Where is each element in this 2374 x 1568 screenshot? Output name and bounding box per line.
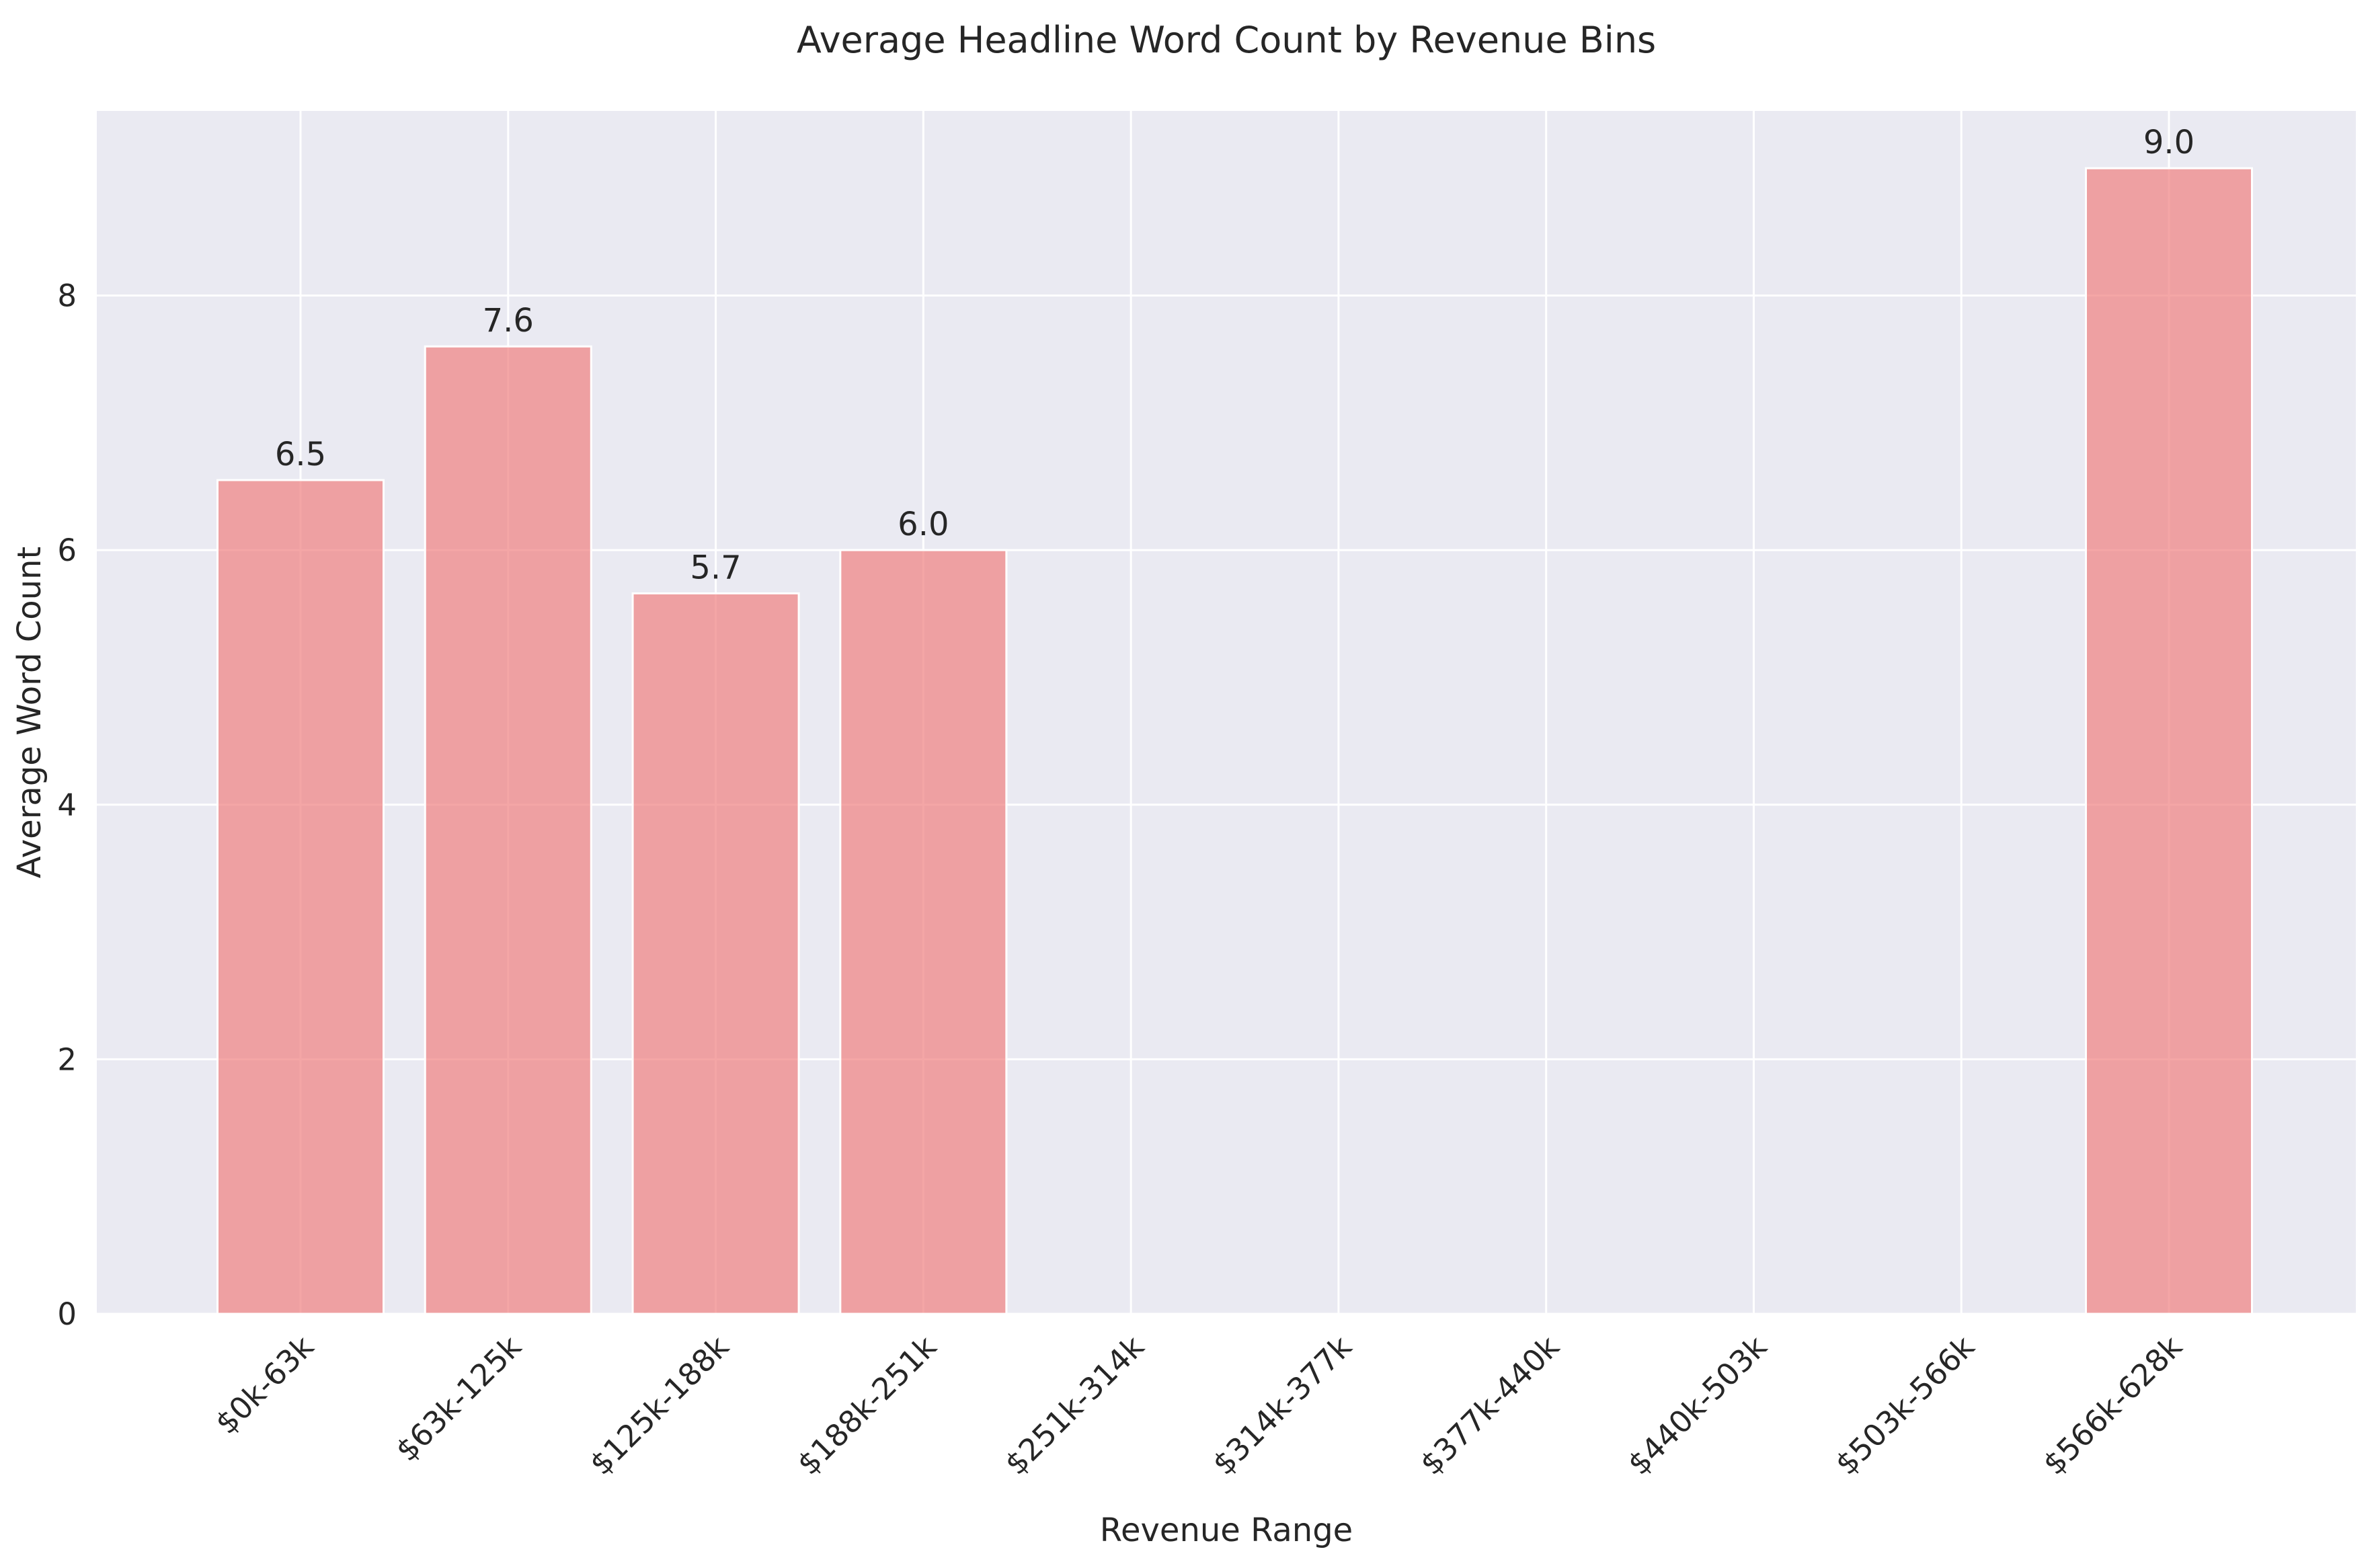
bars (216, 167, 2254, 1315)
y-axis-label: Average Word Count (11, 547, 48, 879)
x-tick-label: $440k-503k (1621, 1329, 1774, 1482)
bar (839, 549, 1008, 1315)
x-axis-label: Revenue Range (1100, 1512, 1353, 1549)
data-label: 5.7 (690, 549, 741, 586)
x-tick-label: $63k-125k (389, 1329, 528, 1468)
data-label: 6.5 (275, 436, 326, 473)
data-label: 6.0 (898, 506, 949, 543)
y-tick-label: 6 (57, 533, 77, 568)
x-tick-label: $503k-566k (1828, 1329, 1981, 1482)
data-label: 9.0 (2143, 124, 2194, 161)
data-label: 7.6 (483, 302, 534, 340)
data-labels: 6.5 7.6 5.7 6.0 9.0 (275, 124, 2194, 586)
x-tick-label: $251k-314k (998, 1329, 1151, 1482)
x-tick-label: $188k-251k (791, 1329, 944, 1482)
y-tick-label: 0 (57, 1296, 77, 1332)
y-tick-label: 2 (57, 1042, 77, 1077)
bar (631, 592, 800, 1315)
y-tick-label: 4 (57, 787, 77, 823)
x-tick-label: $0k-63k (208, 1329, 321, 1441)
x-tick-label: $125k-188k (583, 1329, 736, 1482)
bar (424, 345, 592, 1315)
bar (216, 479, 385, 1315)
chart-title: Average Headline Word Count by Revenue B… (797, 19, 1656, 61)
y-tick-label: 8 (57, 278, 77, 314)
x-tick-labels: $0k-63k $63k-125k $125k-188k $188k-251k $251… (208, 1329, 2189, 1482)
x-tick-label: $314k-377k (1205, 1329, 1359, 1482)
y-tick-labels: 0 2 4 6 8 (57, 278, 77, 1332)
x-tick-label: $566k-628k (2036, 1329, 2189, 1482)
bar (2084, 167, 2254, 1315)
x-tick-label: $377k-440k (1413, 1329, 1567, 1482)
